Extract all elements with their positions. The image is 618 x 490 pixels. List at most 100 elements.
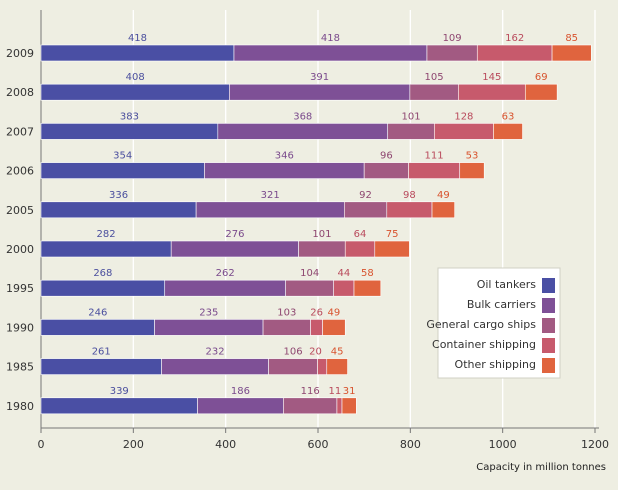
- legend-swatch: [542, 278, 555, 293]
- bar-segment: [408, 162, 461, 179]
- data-label: 235: [199, 307, 218, 318]
- value-labels: 418 418 109 162 85 408 391 105 145 69 383 368 101 128…: [88, 33, 578, 397]
- data-label: 408: [126, 72, 145, 83]
- data-label: 20: [309, 347, 322, 358]
- x-axis-title: Capacity in million tonnes: [476, 462, 606, 473]
- bar-segment: [40, 201, 197, 219]
- data-label: 162: [505, 33, 524, 44]
- data-label: 49: [437, 190, 450, 201]
- data-label: 128: [454, 111, 473, 122]
- bar-segment: [40, 162, 205, 179]
- bar-segment: [164, 279, 286, 297]
- data-label: 109: [443, 33, 462, 44]
- data-label: 63: [502, 111, 515, 122]
- bar-segment: [310, 319, 323, 336]
- bar-segment: [363, 162, 409, 179]
- x-tick-label: 800: [400, 438, 421, 451]
- bar-segment: [161, 358, 269, 375]
- legend-label: Container shipping: [432, 338, 536, 351]
- data-label: 261: [92, 347, 111, 358]
- bar-segment: [197, 397, 284, 415]
- data-label: 268: [93, 268, 112, 279]
- data-label: 105: [425, 72, 444, 83]
- bar-segment: [298, 240, 346, 258]
- bar-segment: [431, 201, 455, 219]
- data-label: 246: [88, 307, 107, 318]
- data-label: 92: [359, 190, 372, 201]
- data-label: 103: [277, 307, 296, 318]
- data-label: 336: [109, 190, 128, 201]
- bars: [40, 44, 592, 415]
- legend-swatch: [542, 318, 555, 333]
- data-label: 186: [231, 386, 250, 397]
- bar-segment: [40, 319, 155, 336]
- bar-segment: [40, 240, 172, 258]
- x-tick-label: 600: [308, 438, 329, 451]
- bar-segment: [195, 201, 345, 219]
- data-label: 49: [328, 307, 341, 318]
- legend-label: Other shipping: [455, 358, 536, 371]
- bar-segment: [387, 123, 435, 140]
- data-label: 64: [354, 229, 367, 240]
- bar-segment: [40, 279, 166, 297]
- data-label: 354: [113, 151, 132, 162]
- bar-segment: [459, 162, 485, 179]
- data-label: 101: [312, 229, 331, 240]
- data-label: 44: [337, 268, 350, 279]
- legend-label: Oil tankers: [477, 278, 537, 291]
- data-label: 339: [110, 386, 129, 397]
- bar-segment: [341, 397, 357, 415]
- y-tick-label: 1990: [6, 321, 34, 334]
- data-label: 111: [425, 151, 444, 162]
- data-label: 232: [206, 347, 225, 358]
- bar-segment: [333, 279, 355, 297]
- x-tick-label: 200: [123, 438, 144, 451]
- bar-segment: [154, 319, 264, 336]
- legend: Oil tankers Bulk carriers General cargo sh…: [426, 267, 561, 379]
- bar-segment: [170, 240, 299, 258]
- bar-segment: [40, 123, 219, 140]
- bar-segment: [262, 319, 311, 336]
- data-label: 262: [216, 268, 235, 279]
- data-label: 69: [535, 72, 548, 83]
- data-label: 276: [225, 229, 244, 240]
- bar-segment: [524, 83, 558, 101]
- y-tick-label: 2007: [6, 125, 34, 138]
- y-tick-label: 2008: [6, 86, 34, 99]
- data-label: 418: [128, 33, 147, 44]
- data-label: 45: [331, 347, 344, 358]
- data-label: 31: [343, 386, 356, 397]
- y-tick-label: 2009: [6, 47, 34, 60]
- bar-segment: [374, 240, 410, 258]
- legend-swatch: [542, 358, 555, 373]
- y-tick-label: 2000: [6, 243, 34, 256]
- legend-box: [437, 267, 561, 379]
- legend-swatch: [542, 338, 555, 353]
- x-axis: 0 200 400 600 800 1000 1200: [38, 427, 609, 451]
- y-tick-label: 1985: [6, 361, 34, 374]
- data-label: 106: [284, 347, 303, 358]
- data-label: 368: [293, 111, 312, 122]
- bar-segment: [317, 358, 328, 375]
- x-tick-label: 1200: [581, 438, 609, 451]
- x-tick-label: 400: [215, 438, 236, 451]
- bar-segment: [476, 44, 553, 62]
- data-label: 145: [482, 72, 501, 83]
- bar-segment: [386, 201, 433, 219]
- data-label: 282: [97, 229, 116, 240]
- bar-segment: [285, 279, 334, 297]
- legend-swatch: [542, 298, 555, 313]
- data-label: 383: [120, 111, 139, 122]
- data-label: 53: [466, 151, 479, 162]
- x-tick-label: 1000: [489, 438, 517, 451]
- legend-label: Bulk carriers: [467, 298, 536, 311]
- bar-segment: [426, 44, 478, 62]
- bar-segment: [233, 44, 428, 62]
- bar-segment: [40, 83, 230, 101]
- data-label: 98: [403, 190, 416, 201]
- y-tick-label: 2005: [6, 204, 34, 217]
- bar-segment: [40, 358, 162, 375]
- bar-segment: [326, 358, 348, 375]
